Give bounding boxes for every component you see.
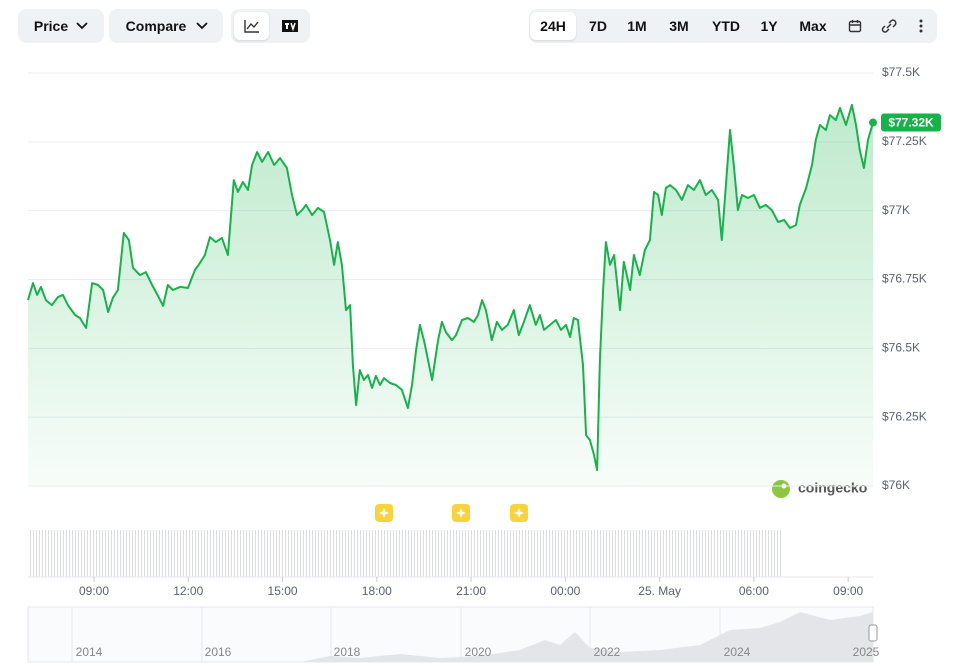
calendar-icon[interactable]	[848, 19, 862, 33]
y-tick-label: $77.25K	[882, 134, 927, 148]
navigator-year: 2018	[334, 645, 361, 659]
x-tick-label: 00:00	[550, 584, 580, 598]
x-tick-label: 18:00	[362, 584, 392, 598]
price-area	[28, 104, 873, 487]
price-line	[27, 103, 874, 471]
navigator-year: 2020	[465, 645, 492, 659]
current-dot	[869, 118, 877, 127]
y-tick-label: $76.75K	[882, 272, 927, 286]
range-button[interactable]: 24H	[530, 12, 576, 40]
navigator-year: 2024	[724, 645, 751, 659]
navigator-year: 2016	[205, 645, 232, 659]
y-tick-label: $76.5K	[882, 341, 920, 355]
navigator-area	[300, 612, 873, 662]
chevron	[76, 22, 88, 30]
more-icon[interactable]	[918, 18, 924, 34]
y-tick-label: $77K	[882, 203, 910, 217]
line-chart-button[interactable]	[234, 12, 269, 40]
link-icon[interactable]	[880, 19, 898, 33]
event-markers[interactable]	[375, 504, 528, 522]
chevron	[196, 22, 208, 30]
x-tick-label: 12:00	[173, 584, 203, 598]
y-tick-label: $77.5K	[882, 65, 920, 79]
compare-button[interactable]: Compare	[109, 9, 223, 43]
navigator-year: 2025	[853, 645, 880, 659]
volume-bars	[28, 530, 783, 577]
navigator-year: 2014	[76, 645, 103, 659]
range-button[interactable]: 1M	[627, 18, 647, 34]
range-button[interactable]: 1Y	[760, 18, 778, 34]
line-icon	[243, 20, 259, 33]
compare-label: Compare	[125, 18, 187, 34]
current-price-tag	[881, 113, 941, 132]
x-tick-label: 06:00	[739, 584, 769, 598]
tv-icon	[281, 20, 298, 32]
range-button[interactable]: YTD	[712, 18, 740, 34]
range-button[interactable]: Max	[799, 18, 827, 34]
x-tick-label: 15:00	[268, 584, 298, 598]
x-tick-label: 09:00	[833, 584, 863, 598]
navigator-year: 2022	[594, 645, 621, 659]
x-tick-label: 25. May	[638, 584, 681, 598]
y-tick-label: $76K	[882, 478, 910, 492]
price-button[interactable]: Price	[18, 9, 104, 43]
price-label: Price	[33, 18, 69, 34]
y-tick-label: $76.25K	[882, 409, 927, 423]
x-tick-label: 09:00	[79, 584, 109, 598]
x-tick-label: 21:00	[456, 584, 486, 598]
chart-type-group	[231, 9, 310, 43]
tradingview-button[interactable]	[272, 12, 307, 40]
navigator-handle[interactable]	[868, 624, 878, 642]
range-group: 24H 7D 1M 3M YTD 1Y Max	[529, 9, 937, 43]
range-button[interactable]: 3M	[669, 18, 689, 34]
current-price-label: $77.32K	[888, 116, 934, 130]
range-button[interactable]: 7D	[589, 18, 607, 34]
